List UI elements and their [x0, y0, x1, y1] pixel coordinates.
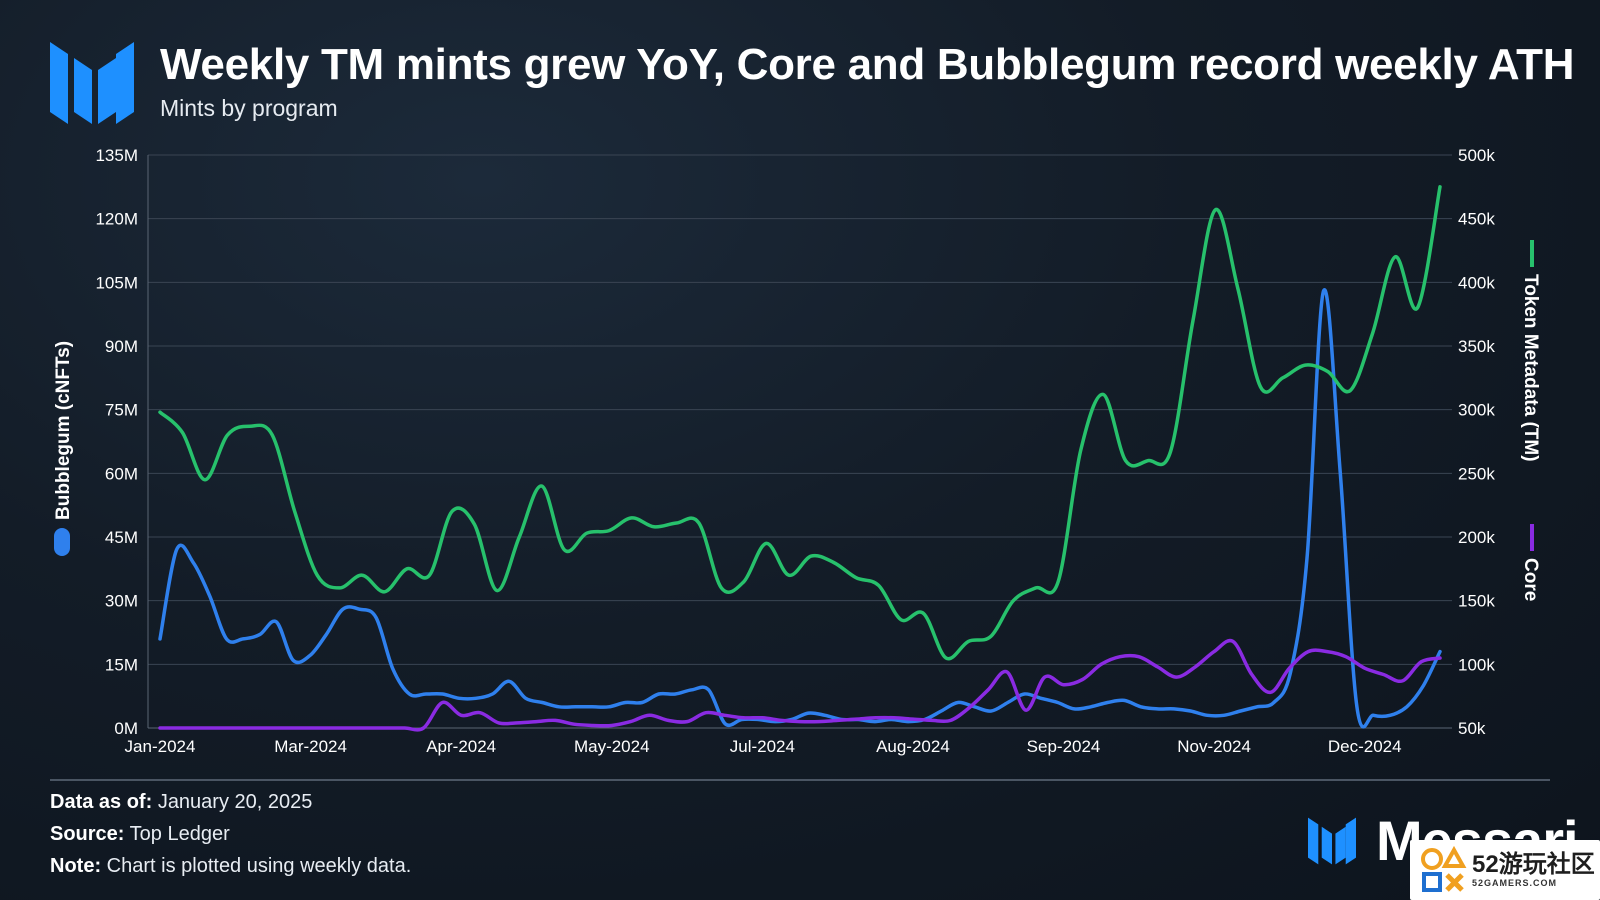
y-right-tick-label: 300k	[1458, 401, 1495, 420]
footer-divider	[50, 779, 1550, 781]
gamepad-buttons-icon	[1421, 845, 1467, 892]
data-as-of-label: Data as of:	[50, 791, 153, 813]
chart-subtitle: Mints by program	[160, 95, 338, 121]
y-left-tick-label: 90M	[105, 337, 138, 356]
y-right-tick-label: 250k	[1458, 464, 1495, 483]
x-tick-label: Sep-2024	[1027, 737, 1101, 756]
legend-marker-core	[1530, 524, 1534, 551]
y-right-tick-label: 50k	[1458, 719, 1486, 738]
footer-note: Note: Chart is plotted using weekly data…	[50, 855, 411, 878]
y-right-axis-label-tm: Token Metadata (TM)	[1520, 274, 1541, 462]
y-left-tick-label: 135M	[95, 146, 138, 165]
y-right-tick-label: 200k	[1458, 528, 1495, 547]
y-right-tick-label: 500k	[1458, 146, 1495, 165]
y-right-tick-label: 450k	[1458, 210, 1495, 229]
chart-title: Weekly TM mints grew YoY, Core and Bubbl…	[160, 40, 1575, 89]
y-left-tick-label: 0M	[114, 719, 138, 738]
y-right-tick-label: 400k	[1458, 273, 1495, 292]
y-left-tick-label: 60M	[105, 464, 138, 483]
y-left-axis-label: Bubblegum (cNFTs)	[53, 341, 74, 520]
y-left-tick-label: 30M	[105, 592, 138, 611]
x-tick-label: Aug-2024	[876, 737, 950, 756]
y-right-tick-label: 350k	[1458, 337, 1495, 356]
series-line-bubblegum-cnfts	[158, 288, 1442, 729]
source-value: Top Ledger	[129, 823, 230, 845]
x-tick-label: Jul-2024	[730, 737, 795, 756]
messari-logo-icon	[50, 42, 134, 124]
footer-source: Source: Top Ledger	[50, 823, 230, 846]
x-tick-label: May-2024	[574, 737, 650, 756]
y-left-tick-label: 45M	[105, 528, 138, 547]
x-tick-label: Mar-2024	[274, 737, 347, 756]
y-left-tick-label: 75M	[105, 401, 138, 420]
y-left-tick-label: 105M	[95, 273, 138, 292]
series-line-core	[158, 638, 1442, 732]
legend-marker-bubblegum	[54, 528, 70, 556]
footer-data-as-of: Data as of: January 20, 2025	[50, 791, 312, 814]
y-right-tick-label: 150k	[1458, 592, 1495, 611]
x-tick-label: Dec-2024	[1328, 737, 1402, 756]
x-tick-label: Jan-2024	[125, 737, 196, 756]
x-tick-label: Apr-2024	[426, 737, 496, 756]
legend-marker-token-metadata	[1530, 240, 1534, 267]
chart-canvas: 0M 15M 30M 45M 60M 75M 90M 105M 120M 135M 50k 100k 1…	[53, 146, 1541, 756]
y-left-tick-label: 15M	[105, 655, 138, 674]
series-line-token-metadata-tm	[158, 185, 1442, 661]
y-left-tick-label: 120M	[95, 210, 138, 229]
y-right-tick-label: 100k	[1458, 655, 1495, 674]
x-tick-label: Nov-2024	[1177, 737, 1251, 756]
watermark-url: 52GAMERS.COM	[1472, 878, 1558, 888]
source-label: Source:	[50, 823, 125, 845]
messari-small-logo-icon	[1308, 817, 1356, 864]
note-label: Note:	[50, 855, 102, 877]
y-right-axis-label-core: Core	[1520, 558, 1541, 601]
data-as-of-value: January 20, 2025	[157, 791, 313, 813]
note-value: Chart is plotted using weekly data.	[106, 855, 412, 877]
watermark-badge: 52游玩社区 52GAMERS.COM	[1410, 840, 1600, 900]
watermark-text: 52游玩社区	[1472, 851, 1595, 878]
